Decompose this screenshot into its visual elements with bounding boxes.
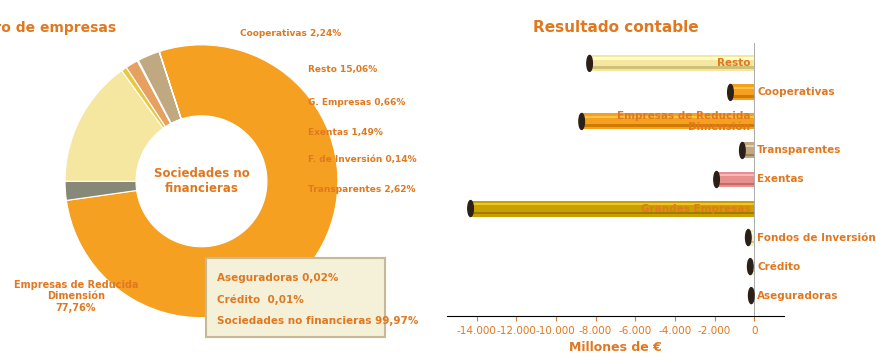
Bar (752, 299, 754, 302)
Bar (748, 229, 754, 246)
Text: Empresas de Reducida
Dimensión: Empresas de Reducida Dimensión (617, 111, 750, 132)
Text: Exentas: Exentas (757, 174, 804, 185)
Bar (590, 55, 754, 71)
Text: Grandes Empresas: Grandes Empresas (640, 204, 750, 214)
Bar (717, 172, 754, 187)
Text: Cooperativas: Cooperativas (757, 88, 835, 97)
Bar (750, 270, 754, 272)
Bar (742, 143, 754, 158)
Bar (590, 57, 754, 60)
Text: Resto 15,06%: Resto 15,06% (307, 65, 378, 74)
Ellipse shape (579, 113, 584, 130)
Wedge shape (65, 71, 163, 181)
Bar (742, 145, 754, 148)
Text: Sociedades no financieras 99,97%: Sociedades no financieras 99,97% (216, 316, 418, 326)
Title: Resultado contable: Resultado contable (533, 20, 698, 35)
Bar (590, 66, 754, 69)
Text: Número de empresas: Número de empresas (0, 20, 117, 35)
Bar (748, 232, 754, 234)
Bar (582, 125, 754, 127)
Text: Resto: Resto (717, 59, 750, 69)
Text: Sociedades no
financieras: Sociedades no financieras (153, 167, 250, 195)
Ellipse shape (728, 84, 733, 101)
Text: Transparentes: Transparentes (757, 145, 842, 155)
Wedge shape (126, 61, 171, 127)
Wedge shape (122, 67, 166, 128)
Bar (748, 241, 754, 243)
Text: Aseguradoras: Aseguradoras (757, 290, 838, 300)
Bar (582, 113, 754, 130)
Ellipse shape (468, 201, 473, 216)
Bar (470, 201, 754, 216)
Bar (731, 84, 754, 101)
Bar (742, 154, 754, 157)
Bar (750, 258, 754, 275)
Text: Cooperativas 2,24%: Cooperativas 2,24% (240, 29, 341, 38)
Ellipse shape (587, 55, 592, 71)
Text: Transparentes 2,62%: Transparentes 2,62% (307, 185, 415, 194)
Text: Aseguradoras 0,02%: Aseguradoras 0,02% (216, 273, 338, 283)
Text: F. de Inversión 0,14%: F. de Inversión 0,14% (307, 155, 416, 164)
Bar (582, 116, 754, 118)
Ellipse shape (748, 288, 754, 304)
Bar (470, 202, 754, 205)
Text: Fondos de Inversión: Fondos de Inversión (757, 233, 876, 243)
Text: Crédito  0,01%: Crédito 0,01% (216, 294, 303, 305)
Ellipse shape (747, 258, 753, 275)
Wedge shape (159, 52, 181, 119)
Bar (717, 174, 754, 177)
Bar (717, 182, 754, 185)
Text: Empresas de Reducida
Dimensión
77,76%: Empresas de Reducida Dimensión 77,76% (14, 280, 138, 313)
Text: Exentas 1,49%: Exentas 1,49% (307, 128, 383, 137)
Wedge shape (65, 181, 137, 200)
Text: Crédito: Crédito (757, 262, 801, 271)
Ellipse shape (745, 229, 751, 246)
Wedge shape (67, 45, 338, 318)
Bar (470, 211, 754, 214)
Wedge shape (138, 60, 171, 123)
Bar (752, 290, 754, 293)
Bar (731, 87, 754, 89)
Bar (731, 95, 754, 98)
Ellipse shape (739, 143, 745, 158)
Bar (752, 288, 754, 304)
Wedge shape (138, 52, 181, 123)
Ellipse shape (714, 172, 719, 187)
Text: G. Empresas 0,66%: G. Empresas 0,66% (307, 98, 406, 107)
Bar (750, 261, 754, 264)
X-axis label: Millones de €: Millones de € (569, 341, 662, 354)
Wedge shape (159, 52, 181, 119)
